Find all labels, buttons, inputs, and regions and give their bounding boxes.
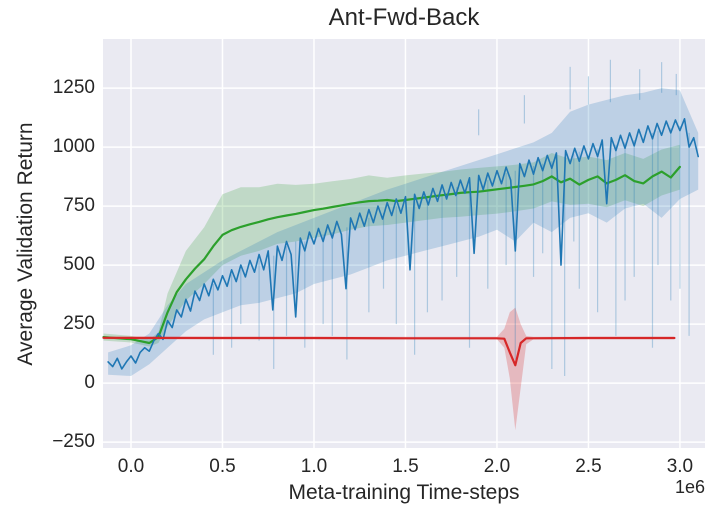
- x-tick-label: 1.5: [392, 456, 419, 477]
- green-run-line: [102, 165, 681, 345]
- blue-run-line: [107, 118, 699, 370]
- x-tick-label: 2.0: [483, 456, 511, 477]
- x-tick-label: 1.0: [300, 456, 328, 477]
- x-axis-label: Meta-training Time-steps: [288, 481, 520, 504]
- y-tick-label: 1250: [52, 77, 95, 99]
- x-tick-label: 0.0: [117, 456, 145, 477]
- y-tick-label: 1000: [52, 136, 95, 158]
- chart-title: Ant-Fwd-Back: [328, 4, 480, 31]
- y-tick-label: 500: [63, 254, 95, 276]
- x-axis-offset-text: 1e6: [674, 477, 705, 497]
- blue-run-band: [108, 88, 699, 376]
- y-tick-label: 750: [63, 195, 95, 217]
- y-tick-label: 250: [63, 313, 95, 335]
- red-baseline-line: [102, 336, 676, 367]
- x-tick-label: 2.5: [575, 456, 602, 477]
- x-tick-label: 3.0: [666, 456, 694, 477]
- green-run-band: [103, 144, 680, 347]
- x-tick-label: 0.5: [209, 456, 236, 477]
- plot-background: [103, 39, 705, 448]
- y-tick-label: 0: [84, 372, 95, 394]
- y-tick-label: −250: [52, 431, 95, 453]
